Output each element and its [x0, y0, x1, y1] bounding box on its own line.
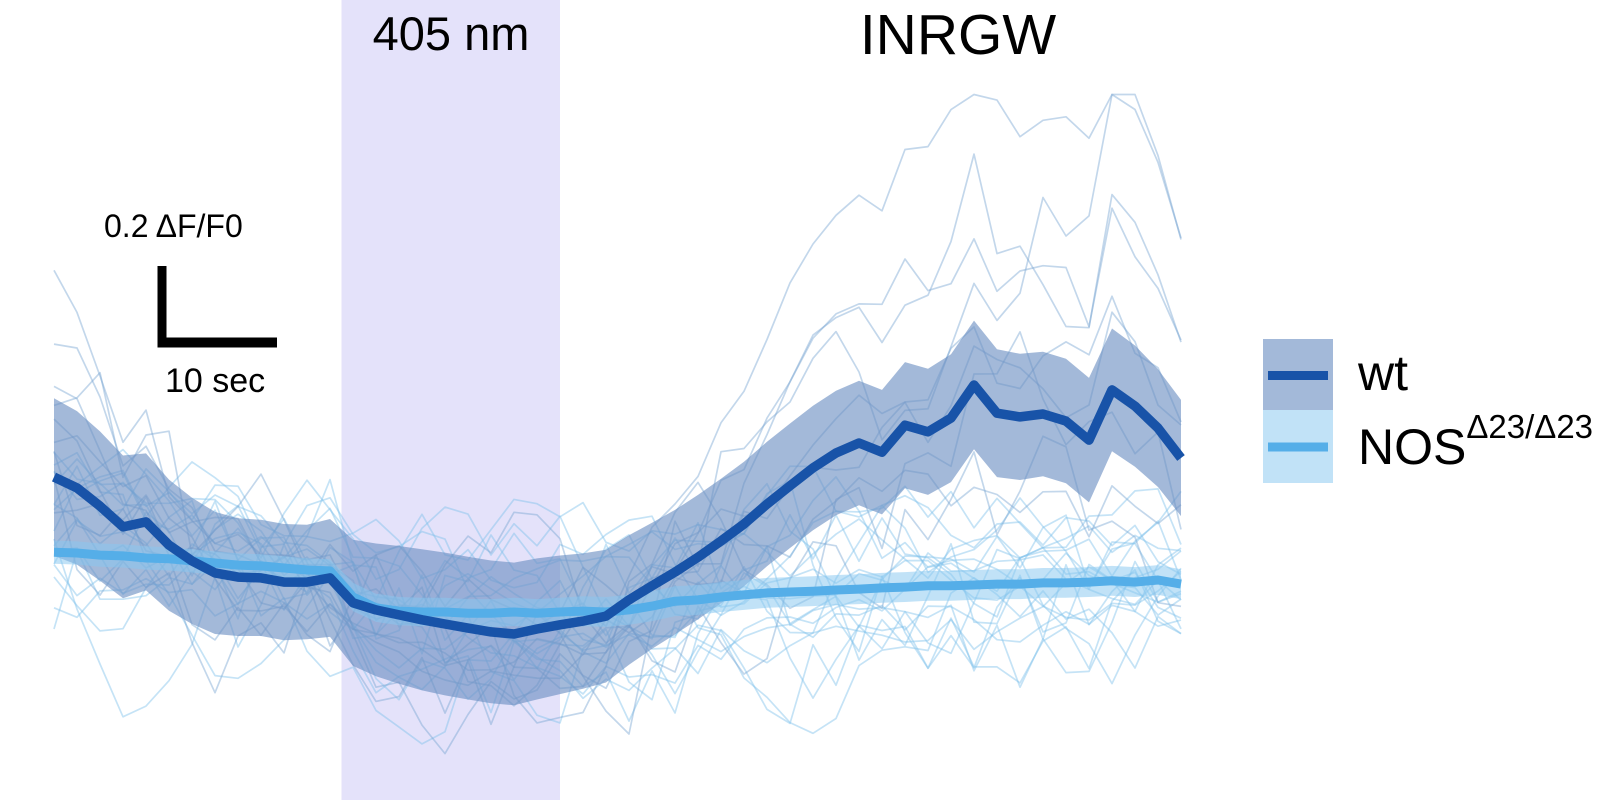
legend-label-nos-superscript: Δ23/Δ23	[1466, 408, 1594, 445]
scalebar-df-label: 0.2 ΔF/F0	[104, 208, 243, 244]
legend-label-wt: wt	[1358, 348, 1408, 398]
wt-sem-band	[54, 320, 1181, 706]
legend-swatches	[1263, 339, 1333, 483]
wt-mean-line	[51, 380, 1185, 639]
stim-wavelength-label: 405 nm	[372, 7, 530, 60]
legend-label-nos: NOSΔ23/Δ23	[1358, 410, 1593, 475]
scalebar-time-label: 10 sec	[165, 362, 266, 400]
legend-label-wt-text: wt	[1358, 345, 1408, 401]
legend-label-nos-text: NOS	[1358, 419, 1467, 475]
figure-title: INRGW	[859, 3, 1057, 67]
scale-bar	[157, 266, 277, 348]
